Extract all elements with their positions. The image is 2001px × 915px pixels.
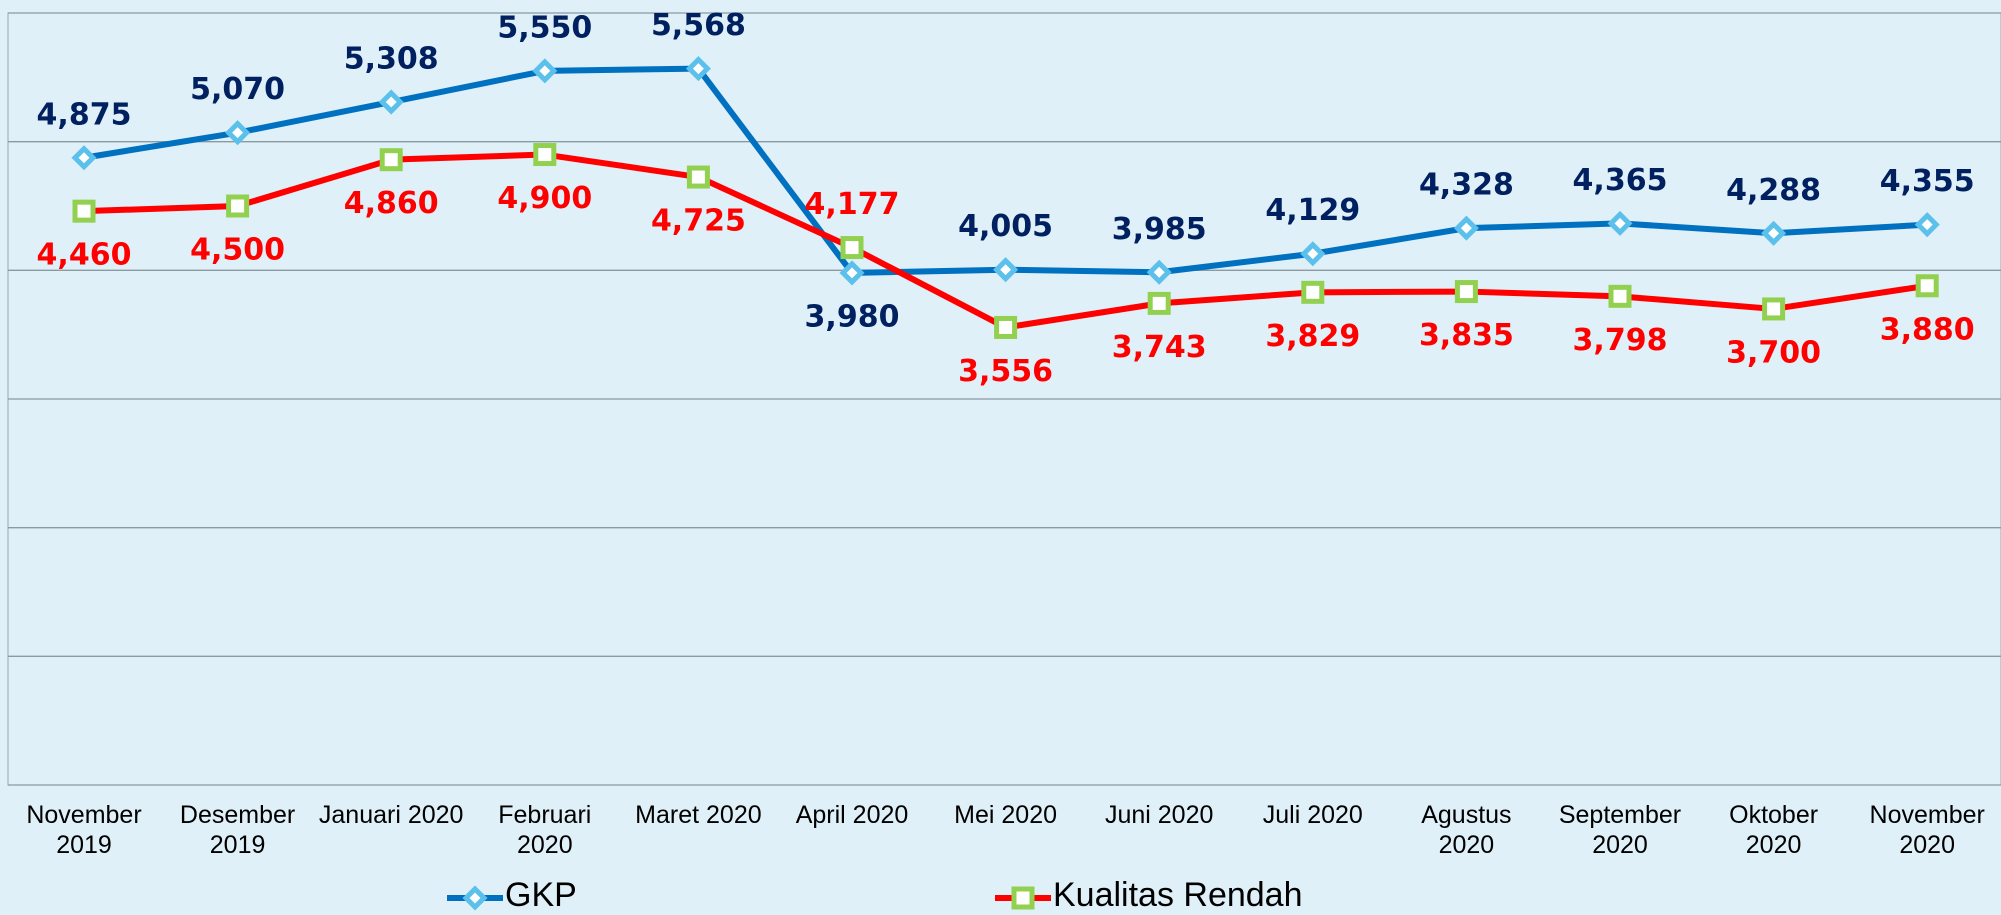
data-label: 3,798 — [1573, 323, 1668, 358]
data-point — [72, 199, 96, 223]
data-point — [1915, 274, 1939, 298]
data-label: 4,725 — [651, 204, 746, 239]
data-point — [1607, 210, 1633, 236]
data-label: 4,875 — [37, 97, 132, 132]
data-point — [532, 58, 558, 84]
data-point — [1914, 212, 1940, 238]
data-label: 4,005 — [958, 209, 1053, 244]
data-label: 3,829 — [1265, 319, 1360, 354]
legend-marker — [1011, 886, 1035, 910]
x-tick-label: November 2020 — [1869, 801, 1985, 859]
data-point — [1761, 220, 1787, 246]
x-tick-label: Mei 2020 — [954, 801, 1058, 829]
x-tick-label: Agustus 2020 — [1421, 801, 1512, 859]
data-label: 4,900 — [497, 181, 592, 216]
data-label: 4,460 — [37, 238, 132, 273]
data-label: 3,985 — [1112, 212, 1207, 247]
data-point — [686, 165, 710, 189]
data-label: 5,070 — [190, 72, 285, 107]
data-label: 3,880 — [1880, 312, 1975, 347]
data-point — [994, 315, 1018, 339]
data-point — [533, 143, 557, 167]
data-label: 4,860 — [344, 186, 439, 221]
x-tick-label: Oktober 2020 — [1729, 801, 1819, 859]
data-point — [839, 260, 865, 286]
x-tick-label: Januari 2020 — [318, 801, 464, 829]
legend-marker — [462, 885, 488, 911]
data-label: 5,308 — [344, 42, 439, 77]
data-point — [1762, 297, 1786, 321]
legend-label: GKP — [505, 876, 577, 914]
data-label: 4,355 — [1880, 164, 1975, 199]
x-tick-label: Februari 2020 — [498, 801, 592, 859]
data-label: 5,568 — [651, 8, 746, 43]
data-point — [685, 56, 711, 82]
x-tick-label: April 2020 — [795, 801, 909, 829]
data-point — [379, 148, 403, 172]
data-label: 4,328 — [1419, 168, 1514, 203]
data-label: 3,980 — [805, 299, 900, 334]
data-label: 4,177 — [805, 187, 900, 222]
data-point — [1301, 280, 1325, 304]
data-point — [840, 236, 864, 260]
data-point — [993, 257, 1019, 283]
data-label: 4,500 — [190, 233, 285, 268]
data-label: 4,288 — [1726, 173, 1821, 208]
data-label: 5,550 — [497, 10, 592, 45]
x-tick-label: September 2020 — [1558, 801, 1682, 859]
legend-label: Kualitas Rendah — [1053, 876, 1303, 914]
data-point — [1453, 215, 1479, 241]
data-point — [225, 120, 251, 146]
data-label: 3,700 — [1726, 335, 1821, 370]
data-label: 3,743 — [1112, 330, 1207, 365]
data-point — [1608, 284, 1632, 308]
data-label: 4,365 — [1573, 163, 1668, 198]
data-label: 3,835 — [1419, 318, 1514, 353]
x-tick-label: Juli 2020 — [1262, 801, 1363, 829]
data-label: 4,129 — [1265, 193, 1360, 228]
x-tick-label: Maret 2020 — [635, 801, 762, 829]
x-tick-label: November 2019 — [26, 801, 142, 859]
data-label: 3,556 — [958, 354, 1053, 389]
data-point — [1146, 259, 1172, 285]
data-point — [1300, 241, 1326, 267]
data-point — [1454, 280, 1478, 304]
data-point — [226, 194, 250, 218]
data-point — [378, 89, 404, 115]
x-tick-label: Desember 2019 — [179, 801, 296, 859]
data-point — [71, 145, 97, 171]
x-tick-label: Juni 2020 — [1104, 801, 1214, 829]
data-point — [1147, 291, 1171, 315]
